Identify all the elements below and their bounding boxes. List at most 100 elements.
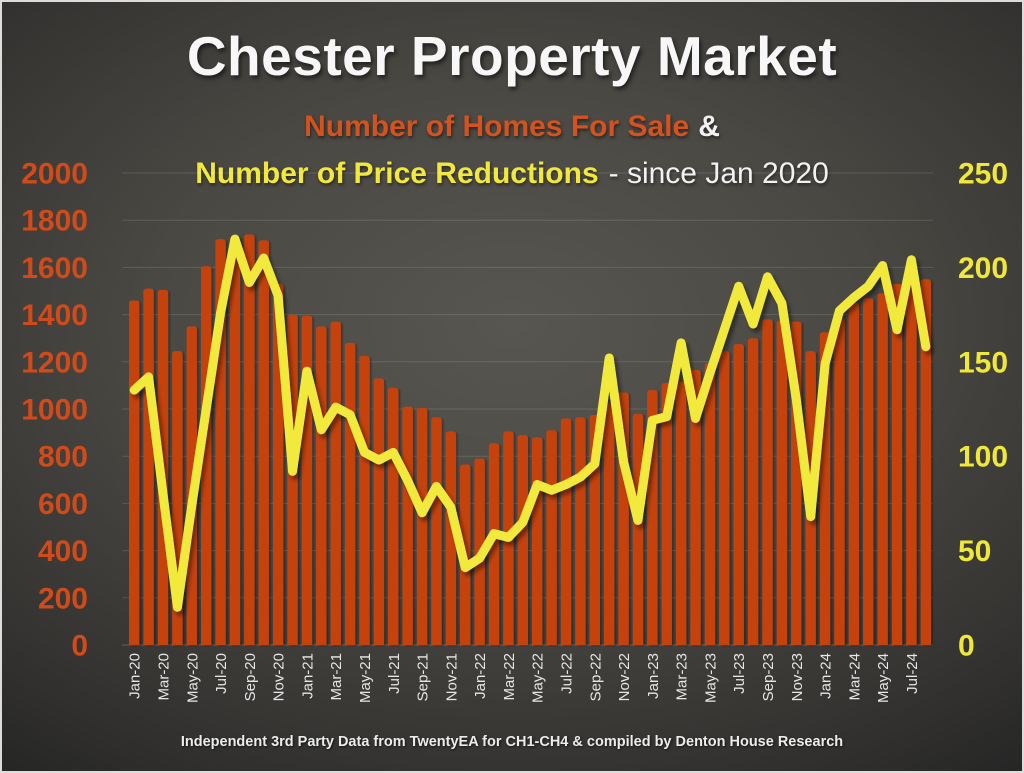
svg-text:May-24: May-24: [875, 653, 892, 703]
svg-text:Jul-24: Jul-24: [904, 653, 921, 694]
bar: [877, 293, 888, 645]
bar: [143, 288, 154, 645]
bar: [848, 302, 860, 645]
svg-text:Jul-21: Jul-21: [386, 653, 403, 694]
bar: [762, 319, 773, 645]
subtitle-line-2: Number of Price Reductions - since Jan 20…: [2, 157, 1022, 191]
bar: [661, 383, 672, 645]
bar: [560, 418, 572, 645]
bar: [733, 344, 744, 645]
legend-price-reductions: Number of Price Reductions: [195, 157, 599, 190]
bar: [632, 413, 644, 645]
bar: [200, 266, 212, 645]
footer-attribution: Independent 3rd Party Data from TwentyEA…: [180, 734, 844, 750]
bar: [445, 431, 457, 645]
bar: [863, 298, 874, 645]
svg-text:800: 800: [38, 441, 88, 474]
svg-text:Jul-23: Jul-23: [731, 653, 748, 694]
svg-text:Jan-24: Jan-24: [818, 653, 835, 699]
bar: [747, 338, 759, 645]
bar: [388, 387, 399, 645]
svg-text:Jul-22: Jul-22: [559, 653, 576, 694]
bar: [920, 279, 932, 645]
svg-text:Mar-24: Mar-24: [846, 653, 863, 701]
bar: [359, 355, 370, 645]
svg-text:150: 150: [958, 346, 1008, 379]
svg-text:100: 100: [958, 441, 1008, 474]
bar: [719, 351, 730, 645]
bar: [531, 437, 543, 645]
homes-for-sale-bars: [128, 234, 932, 646]
legend-homes-for-sale: Number of Homes For Sale: [304, 110, 690, 143]
bar: [675, 381, 687, 645]
svg-text:50: 50: [958, 535, 991, 568]
bar: [402, 406, 413, 645]
svg-text:200: 200: [958, 252, 1008, 285]
bar: [330, 321, 341, 645]
svg-text:0: 0: [71, 630, 88, 663]
bar: [416, 407, 428, 645]
svg-text:Sep-23: Sep-23: [760, 653, 777, 701]
subtitle-suffix: - since Jan 2020: [608, 157, 829, 190]
bar: [690, 370, 701, 645]
svg-text:1600: 1600: [21, 252, 88, 285]
svg-text:Mar-21: Mar-21: [328, 653, 345, 701]
bar: [834, 318, 845, 645]
bar: [776, 320, 788, 645]
svg-text:Nov-23: Nov-23: [789, 653, 806, 701]
svg-text:Jul-20: Jul-20: [213, 653, 230, 694]
right-axis-labels: 0 50 100 150 200 250: [958, 158, 1008, 663]
svg-text:1800: 1800: [21, 205, 88, 238]
svg-text:0: 0: [958, 630, 975, 663]
left-axis-labels: 0 200 400 600 800 1000 1200 1400 1600 1800 2000: [21, 158, 88, 663]
svg-text:600: 600: [38, 488, 88, 521]
bar: [589, 414, 600, 645]
bar: [301, 315, 313, 645]
svg-text:Sep-21: Sep-21: [415, 653, 432, 701]
svg-text:Sep-20: Sep-20: [242, 653, 259, 701]
price-reductions-line: [129, 234, 931, 612]
svg-text:250: 250: [958, 158, 1008, 191]
bar: [287, 314, 298, 645]
svg-text:Mar-23: Mar-23: [674, 653, 691, 701]
bar: [488, 443, 500, 645]
svg-text:1000: 1000: [21, 394, 88, 427]
bar: [704, 362, 716, 645]
bar: [575, 417, 586, 645]
svg-text:200: 200: [38, 582, 88, 615]
svg-text:1400: 1400: [21, 299, 88, 332]
bar: [603, 403, 615, 645]
subtitle-line-1: Number of Homes For Sale &: [2, 110, 1022, 144]
page-title: Chester Property Market: [186, 25, 838, 87]
svg-text:Mar-20: Mar-20: [156, 653, 173, 701]
svg-text:Jan-21: Jan-21: [299, 653, 316, 699]
bar: [906, 281, 917, 645]
bar: [128, 300, 140, 645]
svg-text:May-22: May-22: [530, 653, 547, 703]
bar: [229, 236, 241, 645]
svg-text:Nov-21: Nov-21: [443, 653, 460, 701]
svg-text:Jan-23: Jan-23: [645, 653, 662, 699]
bar: [244, 234, 255, 646]
bar: [373, 378, 385, 645]
svg-text:Jan-20: Jan-20: [127, 653, 144, 699]
bar: [316, 326, 327, 645]
svg-text:May-23: May-23: [702, 653, 719, 703]
x-axis-labels: Jan-20 Mar-20 May-20 Jul-20 Sep-20 Nov-20 Jan-…: [127, 653, 921, 703]
svg-text:Nov-20: Nov-20: [271, 653, 288, 701]
svg-text:Jan-22: Jan-22: [472, 653, 489, 699]
svg-text:1200: 1200: [21, 346, 88, 379]
svg-text:Sep-22: Sep-22: [587, 653, 604, 701]
svg-text:400: 400: [38, 535, 88, 568]
svg-text:May-20: May-20: [184, 653, 201, 703]
bar: [344, 342, 356, 645]
svg-text:May-21: May-21: [357, 653, 374, 703]
bar: [258, 240, 269, 645]
bar: [891, 283, 903, 645]
subtitle-ampersand: &: [698, 110, 720, 143]
svg-text:2000: 2000: [21, 158, 88, 191]
svg-text:Mar-22: Mar-22: [501, 653, 518, 701]
bar: [517, 434, 529, 645]
